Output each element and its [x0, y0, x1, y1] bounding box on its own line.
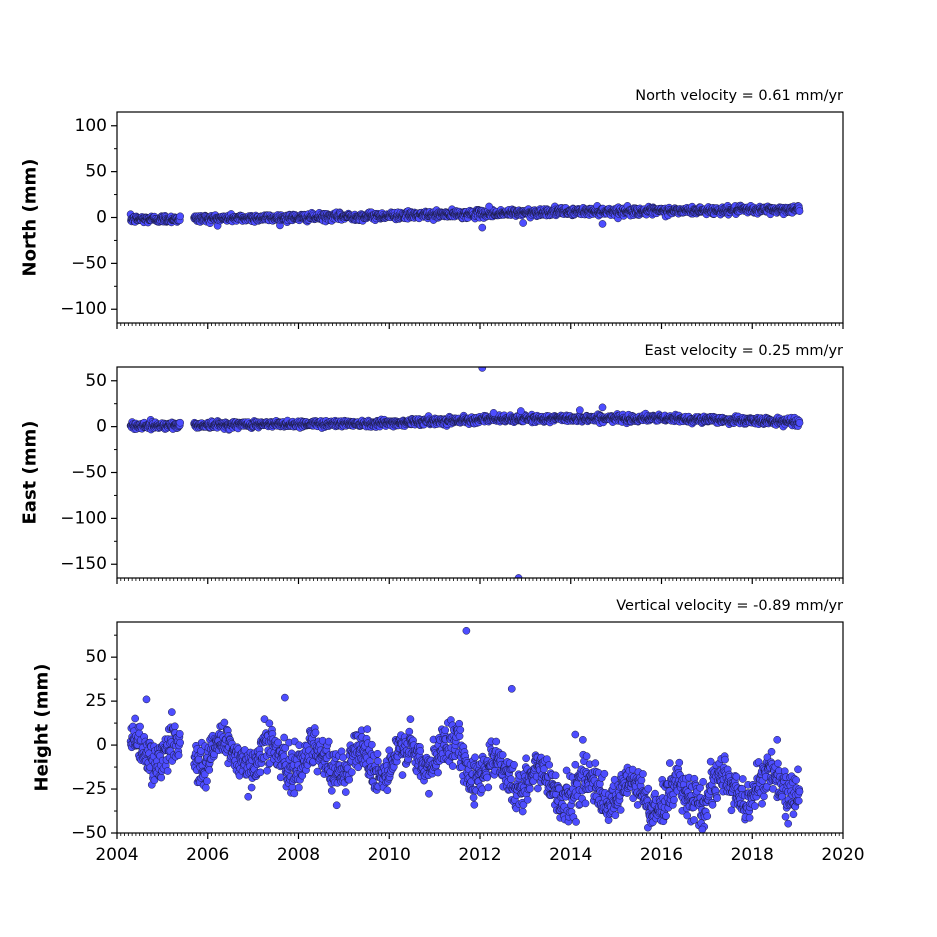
data-point — [795, 207, 804, 215]
data-point — [416, 747, 425, 755]
north-velocity-title: North velocity = 0.61 mm/yr — [635, 88, 843, 104]
outlier-point — [478, 367, 487, 372]
data-point — [441, 726, 450, 735]
data-point — [205, 766, 214, 774]
east-velocity-title: East velocity = 0.25 mm/yr — [644, 343, 843, 359]
height-panel: Vertical velocity = -0.89 mm/yr Height (m… — [32, 598, 865, 865]
data-point — [265, 719, 274, 728]
data-point — [434, 768, 442, 777]
data-point — [174, 751, 183, 760]
data-point — [448, 762, 457, 770]
east-panel: East velocity = 0.25 mm/yr East (mm) 50 0 −5… — [20, 343, 844, 584]
data-point — [220, 718, 229, 727]
outlier-point — [485, 202, 493, 211]
outlier-point — [489, 409, 498, 417]
data-point — [523, 795, 532, 804]
data-point — [484, 783, 493, 792]
data-point — [171, 722, 179, 731]
data-point — [327, 786, 336, 795]
north-y-axis-label: North (mm) — [20, 159, 41, 277]
data-point — [405, 727, 414, 736]
data-point — [295, 783, 303, 792]
data-point — [176, 418, 184, 427]
data-point — [795, 418, 804, 427]
east-y-axis-label: East (mm) — [20, 421, 41, 525]
outlier-point — [598, 403, 607, 412]
data-point — [339, 753, 347, 762]
north-data-points — [126, 201, 804, 232]
y-tick-label: −150 — [60, 554, 107, 574]
data-point — [469, 793, 478, 802]
data-point — [176, 738, 184, 747]
outlier-point — [478, 223, 487, 232]
data-point — [368, 740, 376, 749]
north-panel: North velocity = 0.61 mm/yr North (mm) 100… — [20, 88, 844, 329]
outlier-point — [575, 406, 584, 414]
outlier-point — [598, 220, 607, 228]
data-point — [522, 754, 530, 763]
data-point — [507, 775, 515, 784]
outlier-point — [516, 407, 525, 415]
y-tick-label: 0 — [96, 208, 107, 228]
data-point — [498, 751, 507, 759]
height-data-points — [126, 626, 804, 833]
y-tick-label: 50 — [85, 162, 107, 182]
data-point — [425, 789, 433, 798]
data-point — [456, 725, 465, 734]
outlier-point — [514, 574, 523, 578]
y-tick-label: −100 — [60, 508, 107, 528]
data-point — [176, 212, 184, 221]
data-point — [136, 722, 144, 731]
east-data-points — [126, 367, 804, 578]
data-point — [311, 728, 320, 737]
data-point — [203, 777, 211, 785]
data-point — [150, 776, 159, 785]
data-point — [492, 737, 501, 746]
height-velocity-title: Vertical velocity = -0.89 mm/yr — [616, 598, 843, 614]
y-tick-label: −50 — [71, 463, 107, 483]
y-tick-label: −100 — [60, 299, 107, 319]
data-point — [406, 715, 415, 723]
data-point — [131, 714, 139, 723]
data-point — [202, 783, 210, 792]
data-point — [551, 771, 560, 780]
data-point — [157, 773, 166, 782]
data-point — [545, 761, 554, 769]
data-point — [167, 708, 176, 716]
y-tick-label: −50 — [71, 253, 107, 273]
data-point — [244, 792, 253, 801]
data-point — [341, 788, 350, 796]
data-point — [510, 760, 518, 769]
data-point — [276, 773, 285, 782]
data-point — [470, 800, 479, 809]
y-tick-label: 50 — [85, 371, 107, 391]
data-point — [374, 757, 382, 766]
data-point — [290, 789, 299, 798]
data-point — [383, 786, 392, 795]
data-point — [526, 784, 534, 793]
data-point — [534, 784, 542, 793]
data-point — [247, 783, 256, 792]
data-point — [263, 766, 271, 775]
data-point — [455, 732, 464, 741]
data-point — [518, 807, 527, 816]
data-point — [175, 729, 184, 738]
data-point — [163, 767, 172, 775]
y-tick-label: 100 — [75, 116, 107, 136]
y-tick-label: 0 — [96, 417, 107, 437]
data-point — [345, 775, 354, 784]
outlier-point — [519, 219, 527, 227]
height-y-axis-label: Height (mm) — [32, 664, 53, 792]
data-point — [194, 755, 203, 764]
data-point — [471, 753, 479, 762]
data-point — [256, 768, 265, 777]
data-point — [347, 768, 356, 777]
east-axes-frame — [116, 366, 844, 579]
data-point — [363, 725, 372, 733]
data-point — [332, 801, 341, 810]
data-point — [398, 771, 407, 779]
data-point — [373, 749, 382, 758]
data-point — [324, 737, 333, 746]
